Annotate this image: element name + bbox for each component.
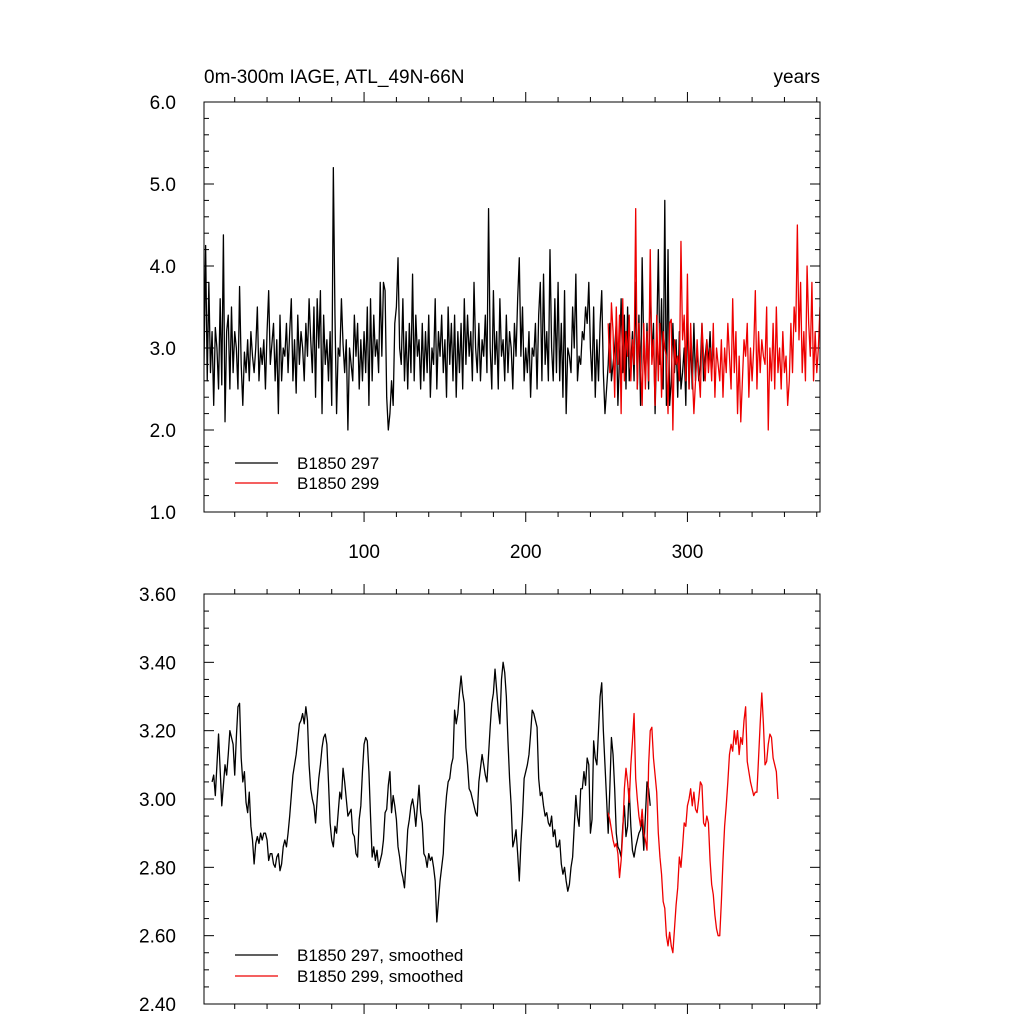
legend-label-1: B1850 297	[297, 454, 379, 473]
x-tick-label: 200	[510, 542, 542, 563]
y-tick-label: 4.0	[150, 257, 176, 278]
legend-label-2: B1850 299	[297, 474, 379, 493]
y-tick-label: 3.40	[139, 653, 176, 674]
chart-title: 0m-300m IAGE, ATL_49N-66N	[204, 67, 464, 88]
y-tick-label: 2.40	[139, 995, 176, 1016]
legend-label-2: B1850 299, smoothed	[297, 967, 463, 986]
y-tick-label: 6.0	[150, 93, 176, 114]
y-tick-label: 3.0	[150, 339, 176, 360]
y-tick-label: 3.00	[139, 790, 176, 811]
y-tick-label: 2.0	[150, 421, 176, 442]
top-series-lines	[204, 166, 820, 431]
chart-units: years	[774, 67, 820, 88]
bottom-panel-iage-smoothed: 2.40 2.60 2.80 3.00 3.20 3.40 3.60 B1850 297, …	[139, 584, 821, 1016]
series-line-1	[211, 661, 651, 923]
top-plot-frame	[203, 101, 821, 513]
bottom-plot-frame	[203, 593, 821, 1005]
y-tick-label: 3.60	[139, 585, 176, 606]
legend-label-1: B1850 297, smoothed	[297, 946, 463, 965]
bottom-axis-ticks: 2.40 2.60 2.80 3.00 3.20 3.40 3.60	[139, 584, 820, 1016]
series-line-2	[607, 207, 820, 431]
y-tick-label: 2.60	[139, 927, 176, 948]
y-tick-label: 3.20	[139, 722, 176, 743]
y-tick-label: 5.0	[150, 175, 176, 196]
top-panel-iage-raw: 0m-300m IAGE, ATL_49N-66N years 1.0 2.0 3.…	[150, 67, 821, 563]
series-line-2	[607, 692, 779, 954]
bottom-legend: B1850 297, smoothed B1850 299, smoothed	[235, 946, 463, 986]
bottom-series-lines	[211, 661, 779, 954]
x-tick-label: 300	[672, 542, 704, 563]
y-tick-label: 1.0	[150, 503, 176, 524]
y-tick-label: 2.80	[139, 858, 176, 879]
x-tick-label: 100	[348, 542, 380, 563]
